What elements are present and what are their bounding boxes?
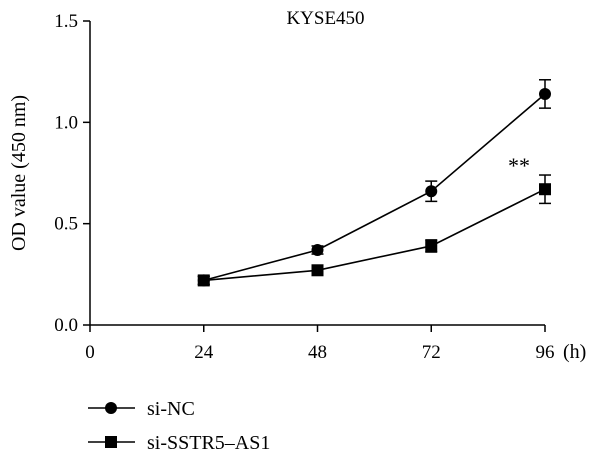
data-point	[311, 264, 324, 277]
data-point	[311, 244, 324, 257]
legend-marker	[105, 436, 117, 448]
y-axis-title: OD value (450 nm)	[8, 95, 30, 251]
data-point	[197, 274, 210, 287]
data-point	[539, 87, 551, 100]
x-tick-label: 24	[194, 342, 214, 363]
data-point	[539, 183, 551, 196]
y-tick-label: 0.0	[54, 315, 78, 336]
annotation-layer: **	[508, 153, 530, 178]
legend-item: si-NC	[88, 398, 195, 420]
axes: 0.0 0.5 1.0 1.5 0 24 48 72 96	[54, 11, 554, 363]
series-si-nc	[197, 79, 551, 287]
series-line	[203, 188, 546, 282]
series-line	[203, 93, 546, 282]
x-tick-label: 48	[308, 342, 327, 363]
series-si-sstr5-as1	[197, 174, 551, 287]
x-tick-label: 72	[422, 342, 441, 363]
series-layer	[197, 79, 551, 287]
x-tick-label: 0	[85, 342, 95, 363]
x-axis-unit-label: (h)	[563, 341, 586, 363]
data-point	[425, 239, 438, 252]
x-ticks: 0 24 48 72 96	[85, 325, 555, 363]
y-tick-label: 1.0	[54, 112, 78, 133]
legend-item: si-SSTR5–AS1	[88, 432, 270, 454]
legend-label: si-SSTR5–AS1	[147, 432, 270, 454]
y-ticks: 0.0 0.5 1.0 1.5	[54, 11, 90, 336]
y-tick-label: 1.5	[54, 11, 78, 32]
significance-annotation: **	[508, 153, 530, 178]
data-point	[425, 185, 438, 198]
legend-marker	[105, 402, 117, 414]
legend-label: si-NC	[147, 398, 195, 420]
chart-title: KYSE450	[286, 8, 364, 29]
legend: si-NC si-SSTR5–AS1	[88, 398, 270, 454]
x-tick-label: 96	[536, 342, 555, 363]
y-tick-label: 0.5	[54, 214, 78, 235]
